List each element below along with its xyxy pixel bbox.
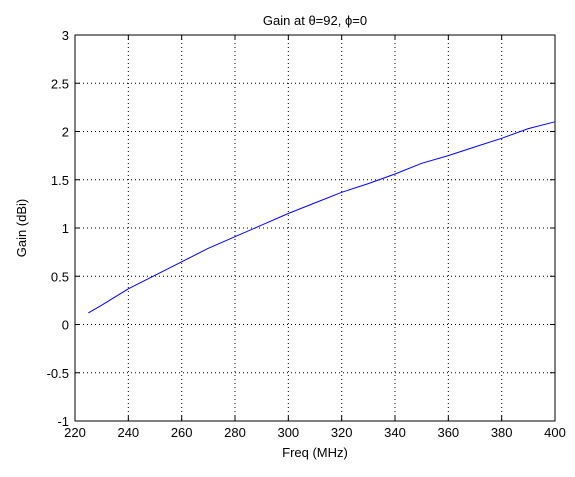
tick-layer	[74, 34, 556, 422]
y-tick-label: 0	[62, 318, 69, 333]
x-tick-labels: 220 240 260 280 300 320 340 360 380 400	[64, 425, 566, 440]
x-tick-label: 220	[64, 425, 86, 440]
y-tick-label: 3	[62, 28, 69, 43]
y-tick-labels: -1 -0.5 0 0.5 1 1.5 2 2.5 3	[47, 28, 69, 429]
y-tick-label: 1	[62, 221, 69, 236]
gain-series-line	[88, 121, 556, 314]
y-tick-label: 2	[62, 125, 69, 140]
x-tick-label: 340	[384, 425, 406, 440]
y-axis-title: Gain (dBi)	[14, 199, 29, 258]
x-tick-label: 320	[331, 425, 353, 440]
y-tick-label: 0.5	[51, 269, 69, 284]
x-tick-label: 380	[491, 425, 513, 440]
x-axis-title: Freq (MHz)	[282, 445, 348, 460]
x-tick-label: 280	[224, 425, 246, 440]
x-tick-label: 360	[437, 425, 459, 440]
x-tick-label: 260	[171, 425, 193, 440]
y-tick-label: -1	[57, 414, 69, 429]
x-tick-label: 240	[117, 425, 139, 440]
x-tick-label: 400	[544, 425, 566, 440]
y-tick-label: 2.5	[51, 76, 69, 91]
y-tick-label: 1.5	[51, 173, 69, 188]
chart-title: Gain at θ=92, ϕ=0	[263, 13, 367, 28]
series-layer	[88, 121, 556, 314]
grid-layer	[75, 35, 555, 421]
x-tick-label: 300	[277, 425, 299, 440]
y-tick-label: -0.5	[47, 366, 69, 381]
